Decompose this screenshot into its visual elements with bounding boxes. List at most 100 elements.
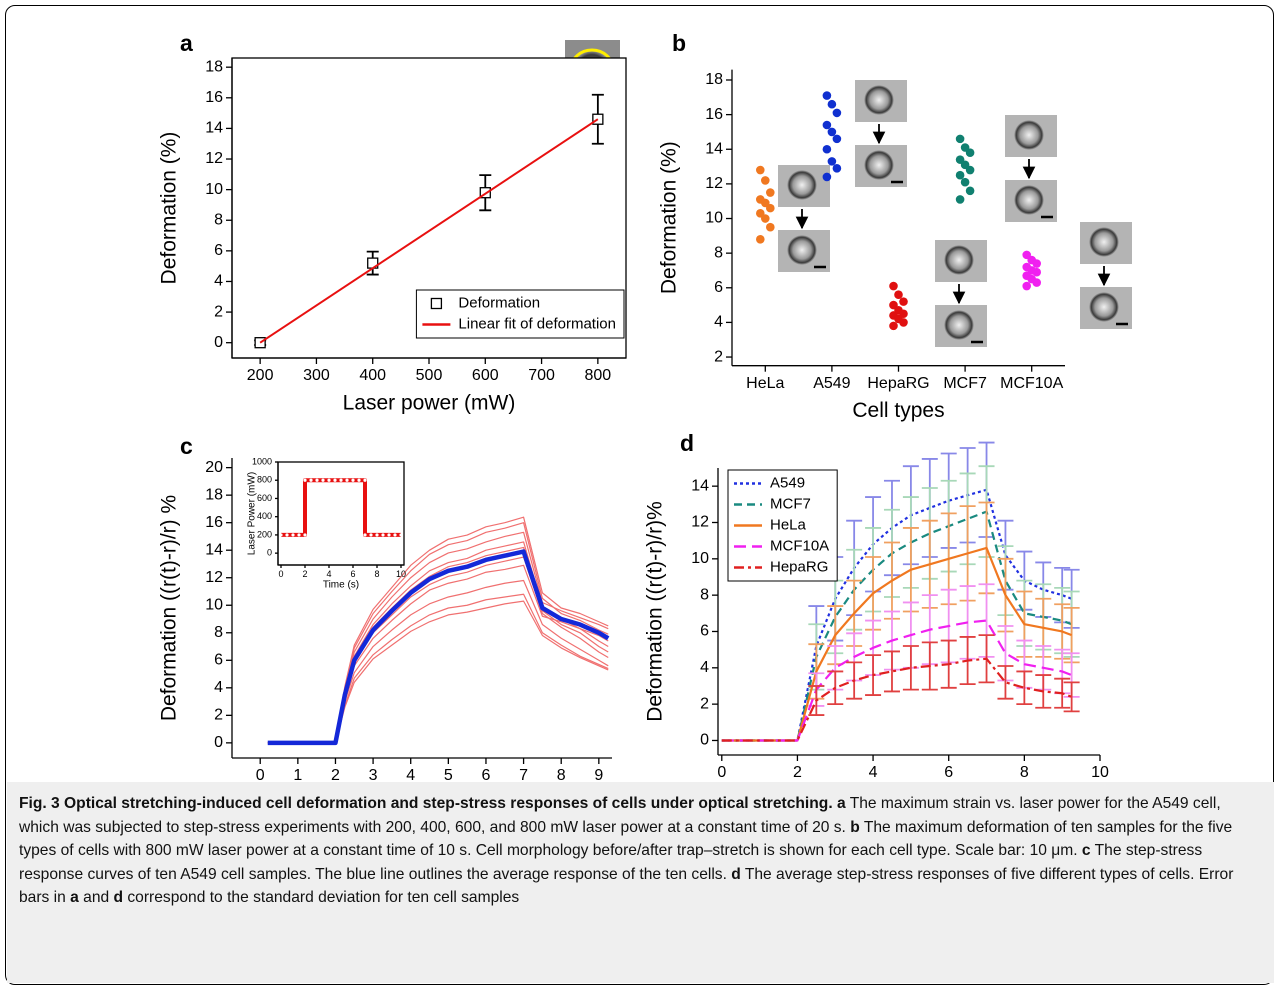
y-tick-label: 0 xyxy=(267,548,272,558)
data-point xyxy=(955,170,965,180)
x-tick-label: 10 xyxy=(1091,764,1109,780)
data-line xyxy=(721,488,1073,742)
y-tick-label: 4 xyxy=(700,659,709,676)
caption-text: d xyxy=(731,865,741,883)
data-point xyxy=(889,281,898,291)
x-tick-label: 9 xyxy=(594,767,603,780)
x-tick-label: A549 xyxy=(813,375,850,392)
y-tick-label: 12 xyxy=(691,514,709,531)
caption-text: The step-stress response curves of ten A… xyxy=(19,842,1203,883)
y-tick-label: 18 xyxy=(205,58,223,75)
data-point xyxy=(315,478,319,482)
caption-text: a xyxy=(70,889,79,906)
y-tick-label: 600 xyxy=(257,493,272,503)
y-tick-label: 2 xyxy=(700,695,709,712)
legend: A549 MCF7 HeLa MCF10A HepaRG xyxy=(727,469,838,582)
data-point xyxy=(827,127,837,137)
x-tick-label: 6 xyxy=(482,767,491,780)
cell-body xyxy=(787,235,817,265)
y-tick-label: 14 xyxy=(705,140,723,157)
y-tick-label: 12 xyxy=(705,175,723,192)
y-axis-label: Deformation ((r(t)-r)/r)% xyxy=(644,501,667,722)
data-point xyxy=(1032,267,1041,277)
x-tick-label: 1 xyxy=(293,767,302,780)
caption-text: d xyxy=(113,889,124,906)
error-bar xyxy=(1063,681,1080,713)
data-point xyxy=(399,533,403,537)
data-point xyxy=(822,91,832,100)
y-tick-label: 800 xyxy=(257,475,272,485)
data-point xyxy=(756,234,765,244)
x-tick-label: 6 xyxy=(944,764,953,780)
data-line xyxy=(267,593,609,744)
x-axis-label: Cell types xyxy=(852,399,944,422)
figure: r024681012141618200300400500600700800Las… xyxy=(158,30,1132,780)
x-tick-label: 600 xyxy=(472,367,499,384)
legend-label: MCF7 xyxy=(770,495,811,512)
y-tick-label: 0 xyxy=(214,334,223,351)
data-line xyxy=(721,546,1073,742)
x-tick-label: 6 xyxy=(350,569,355,579)
x-tick-label: 0 xyxy=(256,767,265,780)
data-point xyxy=(285,533,289,537)
cell-body xyxy=(787,170,817,200)
data-point xyxy=(761,176,770,185)
y-tick-label: 20 xyxy=(205,459,223,476)
data-point xyxy=(327,478,331,482)
data-point xyxy=(955,134,965,144)
error-bar xyxy=(1016,670,1033,706)
x-tick-label: 8 xyxy=(1020,764,1029,780)
data-point xyxy=(291,533,295,537)
data-point xyxy=(832,164,842,173)
data-point xyxy=(766,188,775,197)
y-tick-label: 12 xyxy=(205,569,223,586)
caption-text: correspond to the standard deviation for… xyxy=(123,889,520,906)
data-point xyxy=(832,108,842,118)
cell-body xyxy=(1014,185,1044,215)
x-tick-label: 2 xyxy=(793,764,802,780)
y-tick-label: 8 xyxy=(214,624,223,641)
panel-label: d xyxy=(680,430,694,456)
caption-text: The maximum deformation of ten samples f… xyxy=(19,818,1233,860)
x-tick-label: MCF10A xyxy=(1000,375,1063,392)
data-point xyxy=(309,478,313,482)
cell-body xyxy=(864,150,894,180)
y-tick-label: 200 xyxy=(257,529,272,539)
x-tick-label: 3 xyxy=(369,767,378,780)
legend-label: HeLa xyxy=(770,516,807,533)
legend-label: Deformation xyxy=(458,294,540,311)
y-tick-label: 14 xyxy=(691,477,709,494)
y-tick-label: 14 xyxy=(205,541,223,558)
cell-body xyxy=(864,85,894,115)
data-line xyxy=(267,522,609,744)
y-tick-label: 6 xyxy=(214,652,223,669)
legend-label: MCF10A xyxy=(770,537,829,554)
data-point xyxy=(822,144,832,154)
caption-text: and xyxy=(78,889,114,906)
legend-label: Linear fit of deformation xyxy=(458,315,616,332)
plot-frame xyxy=(277,461,405,566)
caption-text: Fig. 3 Optical stretching-induced cell d… xyxy=(19,795,833,812)
data-point xyxy=(333,478,337,482)
data-line xyxy=(721,657,1073,742)
x-tick-label: 10 xyxy=(396,569,406,579)
x-tick-label: 8 xyxy=(557,767,566,780)
caption-text: c xyxy=(1081,842,1091,859)
y-tick-label: 8 xyxy=(714,244,723,261)
data-point xyxy=(965,186,975,196)
data-line xyxy=(267,600,609,744)
panel-label: a xyxy=(180,30,193,56)
x-tick-label: HepaRG xyxy=(867,375,929,392)
y-tick-label: 8 xyxy=(700,586,709,603)
x-tick-label: 8 xyxy=(374,569,379,579)
data-line xyxy=(259,118,599,344)
x-tick-label: HeLa xyxy=(746,375,784,392)
y-tick-label: 16 xyxy=(205,514,223,531)
data-line xyxy=(721,619,1073,742)
y-tick-label: 4 xyxy=(214,273,223,290)
data-point xyxy=(1032,278,1041,287)
caption-text: a xyxy=(832,795,846,812)
data-point xyxy=(960,177,970,187)
x-tick-label: 5 xyxy=(444,767,453,780)
cell-body xyxy=(944,245,974,275)
